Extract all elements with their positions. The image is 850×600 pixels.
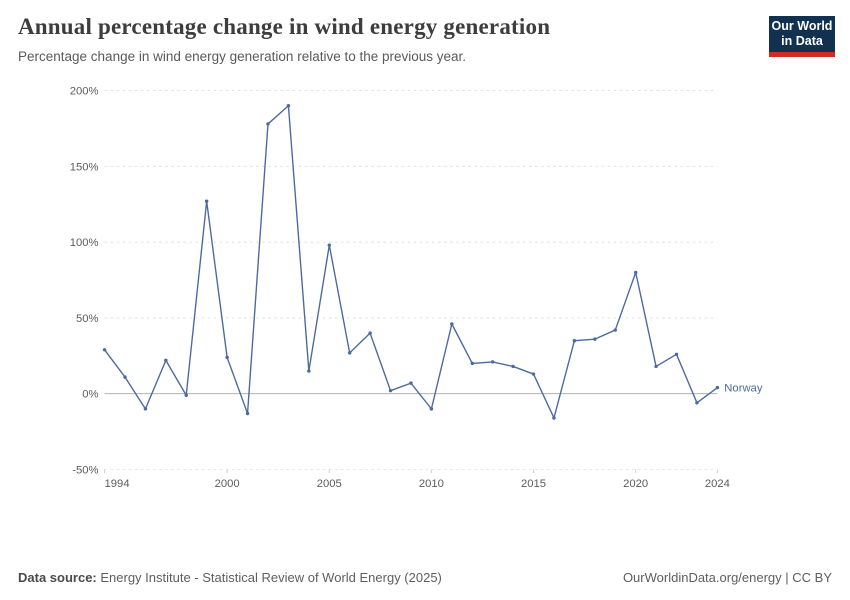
data-point-2002 bbox=[266, 122, 270, 126]
data-point-2004 bbox=[307, 369, 311, 373]
x-tick-label: 2020 bbox=[623, 478, 648, 490]
data-point-2022 bbox=[674, 352, 679, 357]
data-point-2021 bbox=[654, 364, 658, 369]
data-point-1994 bbox=[102, 348, 107, 352]
x-tick-label: 1994 bbox=[105, 478, 130, 490]
data-source-label: Data source: bbox=[18, 570, 97, 585]
y-tick-label: -50% bbox=[72, 464, 98, 476]
data-point-1997 bbox=[164, 358, 168, 363]
series-label: Norway bbox=[724, 383, 763, 395]
data-point-1995 bbox=[123, 375, 127, 379]
x-tick-label: 2000 bbox=[215, 478, 240, 490]
chart-footer: Data source: Energy Institute - Statisti… bbox=[18, 570, 832, 585]
data-point-2011 bbox=[450, 322, 454, 326]
data-point-2023 bbox=[695, 401, 699, 405]
data-source-text: Energy Institute - Statistical Review of… bbox=[96, 570, 442, 585]
data-point-2018 bbox=[593, 337, 597, 341]
data-point-1998 bbox=[184, 393, 188, 398]
data-point-2003 bbox=[286, 104, 291, 108]
line-series-norway bbox=[103, 105, 719, 419]
data-point-2020 bbox=[633, 270, 638, 275]
data-point-2015 bbox=[531, 372, 536, 376]
owid-logo: Our World in Data bbox=[769, 16, 835, 57]
logo-line1: Our World bbox=[771, 19, 833, 33]
data-point-2005 bbox=[327, 243, 332, 247]
data-point-1996 bbox=[143, 407, 148, 411]
data-source: Data source: Energy Institute - Statisti… bbox=[18, 570, 442, 585]
data-point-2024 bbox=[715, 385, 720, 390]
y-tick-label: 50% bbox=[76, 313, 99, 325]
data-point-2017 bbox=[572, 338, 577, 343]
data-point-2008 bbox=[388, 388, 393, 393]
data-point-2012 bbox=[470, 361, 475, 366]
data-point-2007 bbox=[368, 331, 372, 335]
data-point-2014 bbox=[511, 364, 515, 369]
y-tick-label: 150% bbox=[70, 161, 99, 173]
x-tick-label: 2010 bbox=[419, 478, 444, 490]
data-point-2016 bbox=[552, 416, 556, 420]
data-point-2009 bbox=[409, 381, 413, 385]
data-point-2000 bbox=[225, 355, 229, 360]
data-point-2001 bbox=[245, 411, 250, 416]
y-tick-label: 0% bbox=[82, 389, 98, 401]
y-tick-label: 200% bbox=[70, 85, 99, 97]
data-point-1999 bbox=[204, 199, 209, 204]
page-subtitle: Percentage change in wind energy generat… bbox=[18, 49, 467, 64]
data-point-2010 bbox=[429, 407, 434, 411]
page-title: Annual percentage change in wind energy … bbox=[18, 14, 551, 39]
y-tick-label: 100% bbox=[70, 237, 99, 249]
logo-line2: in Data bbox=[781, 34, 823, 48]
attribution: OurWorldinData.org/energy | CC BY bbox=[622, 570, 832, 585]
data-point-2013 bbox=[490, 360, 495, 364]
line-chart-canvas: 200% 150% 100% 50% 0% -50% 1994 2000 2005 2010 201… bbox=[70, 85, 763, 490]
x-tick-label: 2015 bbox=[521, 478, 546, 490]
x-tick-label: 2024 bbox=[705, 478, 730, 490]
chart-header: Annual percentage change in wind energy … bbox=[18, 14, 835, 64]
data-point-2006 bbox=[347, 351, 352, 355]
x-tick-label: 2005 bbox=[317, 478, 342, 490]
data-point-2019 bbox=[613, 328, 618, 332]
